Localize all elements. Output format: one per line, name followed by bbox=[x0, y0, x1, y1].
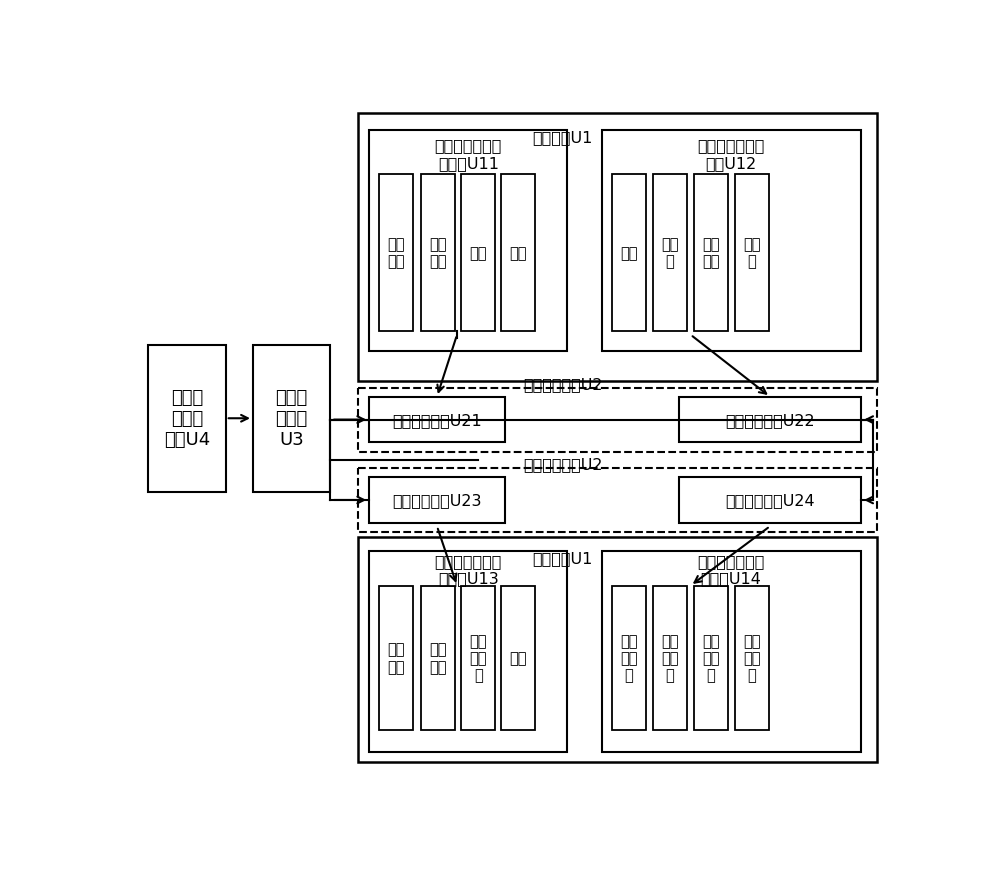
Bar bbox=[735, 586, 769, 730]
Text: 绕组
温度: 绕组 温度 bbox=[429, 642, 447, 674]
Bar bbox=[358, 388, 877, 452]
Text: 控制柜内参数监
测模块U14: 控制柜内参数监 测模块U14 bbox=[697, 554, 765, 586]
Bar bbox=[358, 469, 877, 533]
Text: 发电机内参数监
测模块U13: 发电机内参数监 测模块U13 bbox=[435, 554, 502, 586]
Text: 电容
器温
度: 电容 器温 度 bbox=[702, 634, 720, 683]
Text: 机舱内参数监测
模块U12: 机舱内参数监测 模块U12 bbox=[697, 138, 765, 170]
Bar bbox=[358, 115, 877, 382]
Bar bbox=[379, 175, 413, 332]
Text: 信号处理模块U24: 信号处理模块U24 bbox=[725, 493, 815, 507]
Text: 信号处理模块U22: 信号处理模块U22 bbox=[725, 413, 815, 428]
Bar bbox=[379, 586, 413, 730]
Bar bbox=[461, 586, 495, 730]
Bar bbox=[679, 397, 861, 443]
Bar bbox=[602, 131, 861, 352]
Bar bbox=[369, 551, 567, 752]
Text: 齿轮箱内参数监
测模块U11: 齿轮箱内参数监 测模块U11 bbox=[435, 138, 502, 170]
Text: 信号处理模块U23: 信号处理模块U23 bbox=[392, 493, 482, 507]
Bar bbox=[735, 175, 769, 332]
Text: 电抗
器温
度: 电抗 器温 度 bbox=[620, 634, 638, 683]
Text: 高速
轴: 高速 轴 bbox=[743, 237, 761, 269]
Text: 信号处理模块U2: 信号处理模块U2 bbox=[523, 376, 603, 391]
Bar bbox=[679, 478, 861, 523]
Text: 振动: 振动 bbox=[509, 246, 527, 261]
Text: 油液
温度: 油液 温度 bbox=[388, 237, 405, 269]
Text: 主轴
轴承: 主轴 轴承 bbox=[702, 237, 720, 269]
Bar bbox=[369, 478, 505, 523]
Bar bbox=[253, 345, 330, 493]
Bar bbox=[602, 551, 861, 752]
Bar bbox=[501, 586, 535, 730]
Bar bbox=[612, 175, 646, 332]
Text: 低速
轴: 低速 轴 bbox=[661, 237, 679, 269]
Bar bbox=[369, 131, 567, 352]
Bar bbox=[148, 345, 226, 493]
Bar bbox=[653, 175, 687, 332]
Text: 信号处理模块U21: 信号处理模块U21 bbox=[392, 413, 482, 428]
Bar bbox=[421, 175, 455, 332]
Bar bbox=[421, 586, 455, 730]
Bar bbox=[612, 586, 646, 730]
Text: 控制
柜温
度: 控制 柜温 度 bbox=[743, 634, 761, 683]
Text: 齿轮
温度: 齿轮 温度 bbox=[429, 237, 447, 269]
Bar bbox=[358, 538, 877, 762]
Text: 整流
器温
度: 整流 器温 度 bbox=[661, 634, 679, 683]
Bar bbox=[694, 586, 728, 730]
Text: 转速: 转速 bbox=[509, 651, 527, 666]
Text: 信号处理模块U2: 信号处理模块U2 bbox=[523, 457, 603, 472]
Text: 轴承
温度: 轴承 温度 bbox=[388, 642, 405, 674]
Bar bbox=[653, 586, 687, 730]
Text: 声波: 声波 bbox=[470, 246, 487, 261]
Bar bbox=[461, 175, 495, 332]
Bar bbox=[694, 175, 728, 332]
Bar bbox=[369, 397, 505, 443]
Text: 神经网
络模块
U3: 神经网 络模块 U3 bbox=[276, 389, 308, 448]
Text: 振动: 振动 bbox=[620, 246, 638, 261]
Text: 风机健
康管理
中心U4: 风机健 康管理 中心U4 bbox=[164, 389, 210, 448]
Text: 测量模块U1: 测量模块U1 bbox=[533, 130, 593, 145]
Text: 测量模块U1: 测量模块U1 bbox=[533, 550, 593, 566]
Text: 冷却
水温
度: 冷却 水温 度 bbox=[470, 634, 487, 683]
Bar bbox=[501, 175, 535, 332]
